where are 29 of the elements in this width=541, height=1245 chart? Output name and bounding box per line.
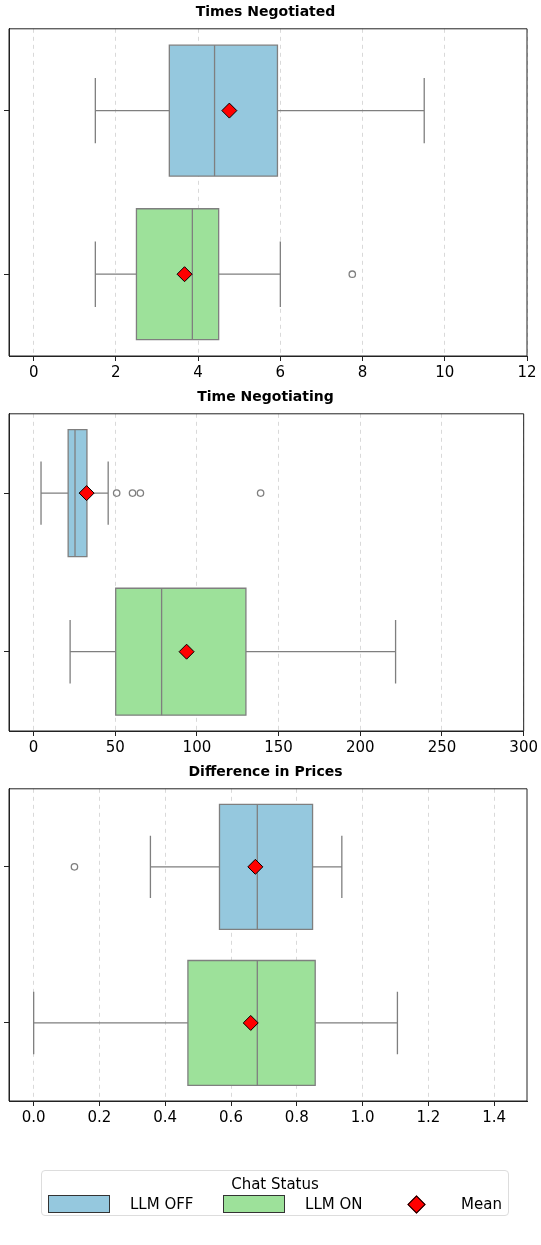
x-tick-label: 6	[275, 362, 286, 381]
legend-title: Chat Status	[230, 1175, 320, 1193]
x-tick-label: 10	[435, 362, 455, 381]
x-tick-label: 2	[111, 362, 121, 381]
x-tick-label: 1.2	[416, 1107, 441, 1126]
chart-title: Times Negotiated	[195, 3, 336, 20]
legend-label: Mean	[461, 1195, 502, 1213]
x-tick-label: 8	[357, 362, 368, 381]
x-tick-label: 0.6	[219, 1107, 243, 1126]
x-tick-label: 1.0	[350, 1107, 375, 1126]
chart-title: Time Negotiating	[197, 388, 334, 405]
x-tick-label: 50	[105, 737, 125, 756]
legend-label: LLM OFF	[130, 1195, 194, 1213]
x-tick-label: 0	[28, 362, 39, 381]
x-tick-label: 100	[182, 737, 212, 756]
x-tick-label: 0.8	[284, 1107, 309, 1126]
x-tick-label: 0.2	[87, 1107, 112, 1126]
x-tick-label: 4	[193, 362, 203, 381]
legend-label: LLM ON	[305, 1195, 363, 1213]
x-tick-label: 12	[517, 362, 537, 381]
x-tick-label: 0.0	[21, 1107, 46, 1126]
x-tick-label: 200	[345, 737, 375, 756]
x-tick-label: 250	[427, 737, 457, 756]
x-tick-label: 0.4	[153, 1107, 178, 1126]
x-tick-label: 300	[509, 737, 539, 756]
x-tick-label: 1.4	[482, 1107, 507, 1126]
x-tick-label: 150	[264, 737, 293, 756]
chart-title: Difference in Prices	[188, 763, 343, 780]
x-tick-label: 0	[28, 737, 39, 756]
